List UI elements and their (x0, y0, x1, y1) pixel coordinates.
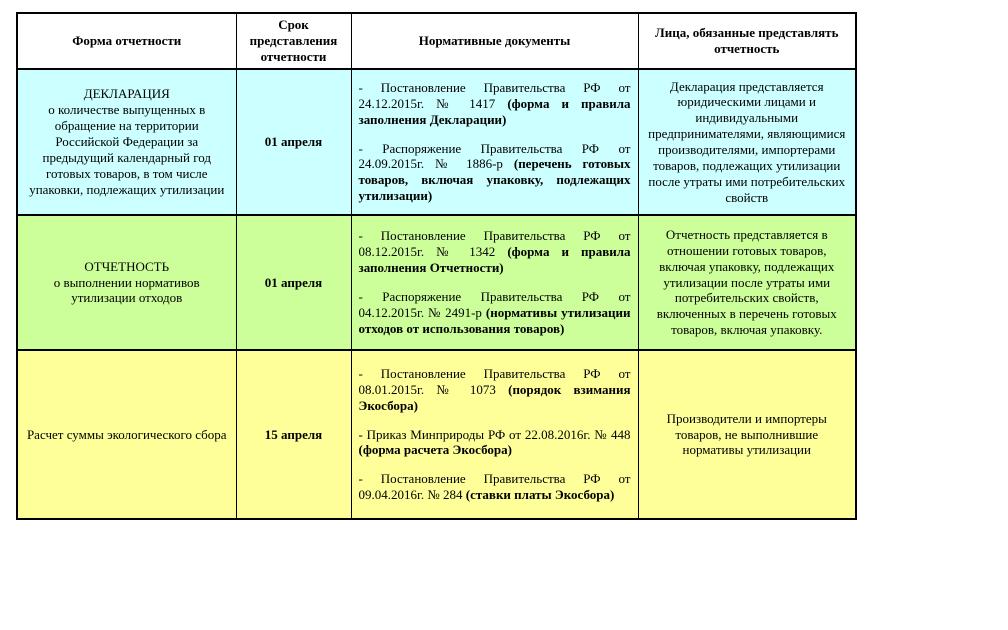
persons-cell: Отчетность представляется в отношении го… (637, 214, 857, 351)
header-deadline: Срок представления отчетности (235, 12, 352, 70)
deadline-cell: 01 апреля (235, 214, 352, 351)
documents-cell: - Постановление Правительства РФ от 24.1… (350, 68, 639, 216)
document-text-segment: (форма расчета Экосбора) (358, 442, 512, 458)
document-text-segment: - Распоряжение Правительства РФ от 24.09… (358, 140, 631, 172)
document-text-segment: (форма и правила заполнения Декларации) (358, 95, 631, 127)
document-text-segment: - Постановление Правительства РФ от 09.0… (358, 471, 631, 503)
document-paragraph: - Постановление Правительства РФ от 08.1… (359, 228, 631, 276)
form-cell: ДЕКЛАРАЦИЯ о количестве выпущенных в обра… (16, 68, 237, 216)
form-text: о выполнении нормативов утилизации отход… (53, 274, 200, 306)
deadline-cell: 01 апреля (235, 68, 352, 216)
form-text: о количестве выпущенных в обращение на т… (29, 102, 225, 197)
table-header: Форма отчетности Срок представления отче… (16, 12, 857, 70)
deadline-cell: 15 апреля (235, 349, 352, 520)
documents-cell: - Постановление Правительства РФ от 08.1… (350, 214, 639, 351)
document-paragraph: - Постановление Правительства РФ от 08.0… (359, 366, 631, 414)
header-row: Форма отчетности Срок представления отче… (16, 12, 857, 70)
form-title: ОТЧЕТНОСТЬ (84, 258, 170, 274)
document-text-segment: (форма и правила заполнения Отчетности) (358, 244, 631, 276)
documents-cell: - Постановление Правительства РФ от 08.0… (350, 349, 639, 520)
document-text-segment: (ставки платы Экосбора) (465, 487, 615, 503)
form-text: Расчет суммы экологического сбора (26, 426, 227, 442)
document-text-segment: - Постановление Правительства РФ от 08.1… (358, 228, 631, 260)
persons-cell: Декларация представляется юридическими л… (637, 68, 857, 216)
document-text-segment: (порядок взимания Экосбора) (358, 381, 631, 413)
form-cell: ОТЧЕТНОСТЬ о выполнении нормативов утилиз… (16, 214, 237, 351)
document-paragraph: - Постановление Правительства РФ от 09.0… (359, 471, 631, 503)
table-body: ДЕКЛАРАЦИЯ о количестве выпущенных в обра… (16, 68, 857, 520)
document-text-segment: - Распоряжение Правительства РФ от 04.12… (358, 289, 631, 320)
table-row: ОТЧЕТНОСТЬ о выполнении нормативов утилиз… (16, 214, 857, 351)
header-form: Форма отчетности (16, 12, 237, 70)
header-persons: Лица, обязанные представлять отчетность (637, 12, 857, 70)
document-paragraph: - Приказ Минприроды РФ от 22.08.2016г. №… (359, 427, 631, 459)
document-text-segment: (перечень готовых товаров, включая упако… (358, 156, 631, 204)
form-cell: Расчет суммы экологического сбора (16, 349, 237, 520)
document-paragraph: - Распоряжение Правительства РФ от 24.09… (359, 141, 631, 204)
table-row: Расчет суммы экологического сбора 15 апре… (16, 349, 857, 520)
form-title: ДЕКЛАРАЦИЯ (83, 86, 170, 102)
document-paragraph: - Постановление Правительства РФ от 24.1… (359, 80, 631, 128)
document-text-segment: - Приказ Минприроды РФ от 22.08.2016г. №… (358, 426, 631, 442)
persons-cell: Производители и импортеры товаров, не вы… (637, 349, 857, 520)
document-text-segment: (нормативы утилизации отходов от использ… (358, 304, 631, 336)
document-text-segment: - Постановление Правительства РФ от 08.0… (358, 365, 631, 397)
document-paragraph: - Распоряжение Правительства РФ от 04.12… (359, 289, 631, 337)
table-row: ДЕКЛАРАЦИЯ о количестве выпущенных в обра… (16, 68, 857, 216)
header-documents: Нормативные документы (350, 12, 639, 70)
reporting-table: Форма отчетности Срок представления отче… (16, 12, 857, 520)
document-text-segment: - Постановление Правительства РФ от 24.1… (358, 79, 631, 111)
